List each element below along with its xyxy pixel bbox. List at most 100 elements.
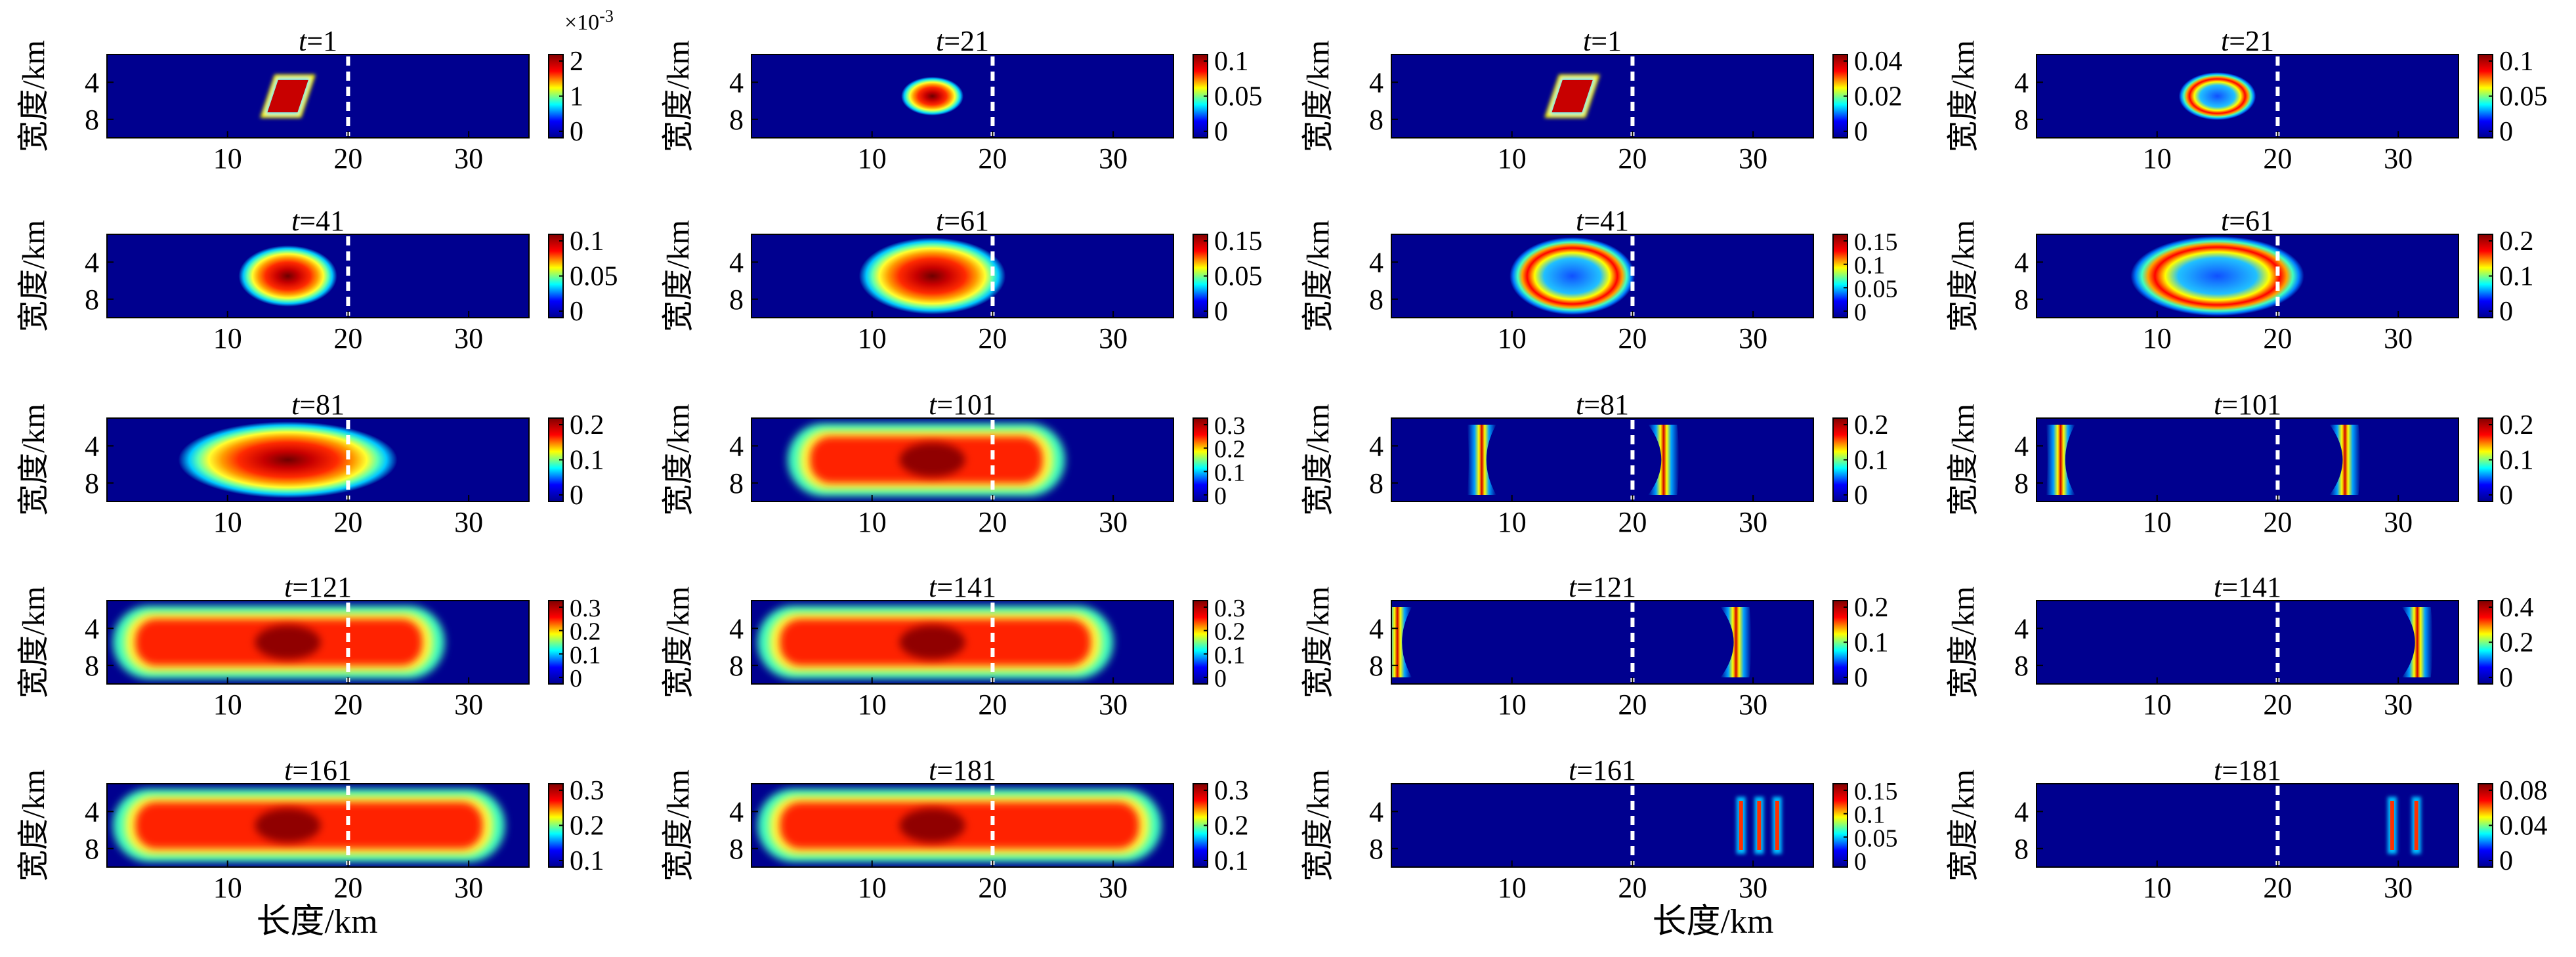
- colorbar-tick-label: 0: [570, 297, 583, 327]
- colorbar-tick-label: 0.2: [1214, 618, 1246, 646]
- colorbar-tick-label: 0.2: [2499, 628, 2534, 658]
- panel-title: t=181: [929, 754, 996, 786]
- colorbar-tick-label: 0.02: [1854, 82, 1903, 112]
- x-tick-label: 30: [1739, 506, 1767, 538]
- panel-title: t=101: [2214, 389, 2281, 421]
- axes-frame: [751, 234, 1174, 318]
- colorbar-tick-label: 0.3: [1214, 595, 1246, 622]
- y-axis-label: 宽度/km: [1946, 769, 1981, 882]
- colorbar-gradient: [1832, 234, 1848, 318]
- colorbar-tick-label: 0.1: [1854, 628, 1889, 658]
- colorbar-tick-label: 0.1: [570, 226, 604, 257]
- x-tick-label: 30: [454, 506, 483, 538]
- x-tick-label: 10: [858, 506, 887, 538]
- y-axis-label: 宽度/km: [1301, 220, 1336, 332]
- heatmap-background: [2037, 601, 2459, 684]
- panel-title: t=21: [2221, 25, 2274, 57]
- y-tick-label: 4: [2014, 66, 2029, 98]
- x-tick-label: 20: [2263, 506, 2292, 538]
- axes-frame: [106, 234, 530, 318]
- x-tick-label: 20: [1618, 506, 1647, 538]
- y-tick-label: 4: [2014, 246, 2029, 278]
- colorbar: 0.2 0.1 0: [1832, 410, 1889, 511]
- y-axis-label: 宽度/km: [16, 769, 51, 882]
- y-tick-label: 4: [85, 66, 99, 98]
- y-tick-label: 8: [2014, 467, 2029, 500]
- y-axis-label: 宽度/km: [1301, 404, 1336, 516]
- colorbar-tick-label: 0.2: [570, 618, 601, 646]
- panel-title: t=41: [291, 205, 345, 237]
- axes-frame: [1391, 600, 1814, 685]
- y-axis-label: 宽度/km: [1946, 586, 1981, 698]
- x-tick-label: 10: [1498, 872, 1527, 904]
- heatmap-panel-right-t121: t=121 10 20 30 4 8 宽度/km 0.2 0.1 0: [1301, 571, 1889, 721]
- x-tick-label: 20: [2263, 322, 2292, 354]
- y-axis-label: 宽度/km: [1301, 769, 1336, 882]
- heatmap-background: [107, 54, 529, 138]
- colorbar-tick-label: 0: [570, 117, 583, 147]
- colorbar-tick-label: 0.1: [2499, 446, 2534, 476]
- wave-front-1: [2401, 607, 2433, 677]
- colorbar-tick-label: 0.2: [1854, 410, 1889, 440]
- colorbar-tick-label: 0: [2499, 297, 2513, 327]
- x-tick-label: 10: [2143, 872, 2172, 904]
- y-tick-label: 8: [729, 467, 744, 500]
- colorbar-tick-label: 0.1: [1214, 846, 1249, 876]
- x-tick-label: 20: [333, 142, 362, 175]
- y-tick-label: 8: [729, 104, 744, 136]
- y-tick-label: 4: [1369, 246, 1383, 278]
- colorbar-tick-label: 0: [1854, 663, 1868, 693]
- data-feature: [267, 79, 308, 113]
- wave-front-2: [1720, 607, 1752, 677]
- data-feature: [178, 421, 398, 498]
- colorbar-tick-label: 0: [2499, 117, 2513, 147]
- x-tick-label: 30: [2384, 506, 2413, 538]
- y-tick-label: 4: [85, 796, 99, 828]
- axes-frame: [106, 54, 530, 138]
- heatmap-panel-left-t81: t=81 10 20 30 4 8 宽度/km 0.2 0.1 0: [16, 389, 604, 538]
- colorbar-tick-label: 0: [2499, 846, 2513, 876]
- colorbar: 0.3 0.2 0.1: [1193, 776, 1249, 876]
- x-tick-label: 20: [2263, 142, 2292, 175]
- axes-frame: [2036, 783, 2459, 868]
- colorbar: 0.30.20.10: [1193, 412, 1246, 510]
- colorbar-tick-label: 0.15: [1854, 778, 1898, 805]
- data-feature: [1552, 79, 1593, 113]
- y-tick-label: 8: [2014, 650, 2029, 682]
- colorbar: 0.15 0.05 0: [1193, 226, 1263, 327]
- colorbar-tick-label: 1: [570, 82, 583, 112]
- y-tick-label: 4: [1369, 430, 1383, 462]
- heatmap-panel-right-t161: t=161 10 20 30 4 8 宽度/km 长度/km 0.150.10.050: [1301, 754, 1898, 941]
- colorbar-tick-label: 0.1: [1854, 252, 1886, 280]
- y-axis-label: 宽度/km: [1301, 40, 1336, 152]
- x-tick-label: 10: [213, 142, 242, 175]
- x-tick-label: 10: [213, 872, 242, 904]
- colorbar-tick-label: 0.05: [2499, 82, 2548, 112]
- x-tick-label: 10: [213, 506, 242, 538]
- y-axis-label: 宽度/km: [16, 220, 51, 332]
- x-tick-label: 30: [1099, 689, 1128, 721]
- colorbar-tick-label: 0.2: [570, 410, 604, 440]
- panel-title: t=101: [929, 389, 996, 421]
- wave-front-1: [2046, 425, 2075, 495]
- y-tick-label: 4: [729, 430, 744, 462]
- colorbar-tick-label: 0.2: [2499, 226, 2534, 257]
- x-tick-label: 10: [858, 872, 887, 904]
- y-tick-label: 4: [729, 612, 744, 645]
- colorbar: 0.2 0.1 0: [2478, 410, 2534, 511]
- y-axis-label: 宽度/km: [1946, 40, 1981, 152]
- panel-title: t=161: [284, 754, 352, 786]
- panel-title: t=61: [936, 205, 989, 237]
- panel-title: t=121: [1569, 571, 1636, 603]
- y-tick-label: 4: [729, 66, 744, 98]
- y-tick-label: 4: [729, 796, 744, 828]
- spike-1: [1739, 801, 1743, 850]
- x-tick-label: 30: [2384, 322, 2413, 354]
- colorbar-tick-label: 0: [1854, 848, 1867, 876]
- panel-title: t=61: [2221, 205, 2274, 237]
- x-tick-label: 30: [1739, 322, 1767, 354]
- colorbar-tick-label: 0.05: [1854, 275, 1898, 303]
- y-tick-label: 8: [729, 650, 744, 682]
